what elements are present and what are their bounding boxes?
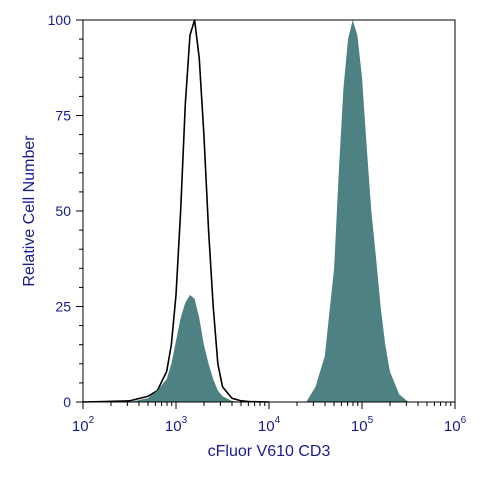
x-tick-label: 106	[444, 415, 467, 435]
histogram-peak-2	[306, 20, 409, 402]
y-tick-label: 100	[48, 12, 72, 28]
x-tick-label: 103	[165, 415, 188, 435]
y-tick-label: 25	[55, 299, 71, 315]
y-tick-label: 75	[55, 108, 71, 124]
y-axis-label: Relative Cell Number	[21, 135, 38, 287]
histogram-peak-1	[129, 295, 242, 402]
y-tick-label: 50	[55, 203, 71, 219]
plot-frame	[82, 19, 456, 403]
axis-layer: 0 25 50 75 100 102 103 104 105 106	[48, 12, 467, 435]
x-tick-label: 104	[258, 415, 281, 435]
x-tick-label: 102	[72, 415, 95, 435]
x-tick-label: 105	[351, 415, 374, 435]
series-layer	[82, 19, 409, 403]
y-tick-label: 0	[63, 394, 71, 410]
x-axis-label: cFluor V610 CD3	[208, 443, 331, 460]
